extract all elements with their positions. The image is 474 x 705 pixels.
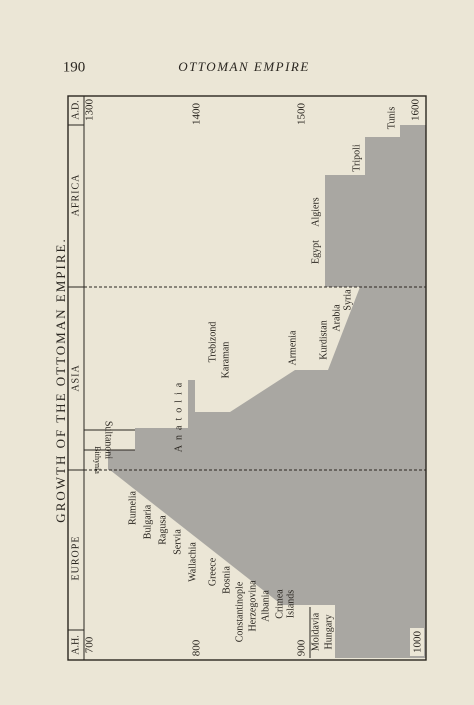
figure-title: GROWTH OF THE OTTOMAN EMPIRE. xyxy=(53,237,68,522)
place-label: Armenia xyxy=(287,330,298,366)
territory xyxy=(108,125,426,658)
place-label: Moldavia xyxy=(310,612,321,651)
ad-tick: 1400 xyxy=(191,103,203,126)
place-label: Arabia xyxy=(331,304,342,332)
place-label: Bithynia xyxy=(93,446,102,474)
ad-label: A.D. xyxy=(70,100,81,119)
ad-tick: 1300 xyxy=(84,99,96,122)
frame xyxy=(67,95,427,661)
place-label: Egypt xyxy=(310,240,321,264)
place-label: Hungary xyxy=(323,615,334,650)
place-label: Bosnia xyxy=(221,566,232,594)
place-label: Tripoli xyxy=(351,144,362,172)
ah-tick: 900 xyxy=(296,639,308,656)
place-label: Islands xyxy=(285,590,296,618)
place-label: Trebizond xyxy=(207,322,218,363)
place-label: Herzegovina xyxy=(247,580,258,632)
place-label: Bulgaria xyxy=(142,504,153,539)
place-label: Ragusa xyxy=(157,515,168,545)
ah-label: A.H. xyxy=(70,635,81,654)
ad-tick: 1500 xyxy=(296,103,308,126)
region-label: EUROPE xyxy=(70,536,81,581)
place-label: Wallachia xyxy=(187,542,198,582)
label-box xyxy=(410,628,424,656)
place-label: Karaman xyxy=(220,342,231,379)
place-label: Albania xyxy=(260,590,271,622)
ah-tick: 800 xyxy=(191,639,203,656)
place-label: Rumelia xyxy=(127,491,138,525)
place-label: Constantinople xyxy=(234,581,245,642)
place-label: Syria xyxy=(342,289,353,311)
place-label: Anatolia xyxy=(173,378,184,452)
page-number: 190 xyxy=(63,59,86,75)
ah-tick: 1000 xyxy=(412,631,424,654)
running-title: OTTOMAN EMPIRE xyxy=(178,59,310,74)
place-label: Servia xyxy=(172,529,183,555)
ad-tick: 1600 xyxy=(410,99,422,122)
place-label: Greece xyxy=(207,557,218,586)
place-label: Tunis xyxy=(386,107,397,130)
region-label: ASIA xyxy=(70,364,81,391)
region-label: AFRICA xyxy=(70,174,81,217)
place-label: Algiers xyxy=(310,197,321,227)
place-label: Crimea xyxy=(274,589,285,619)
place-label: Sultanoni xyxy=(103,421,114,460)
ah-tick: 700 xyxy=(84,636,96,653)
place-label: Kurdistan xyxy=(318,320,329,359)
